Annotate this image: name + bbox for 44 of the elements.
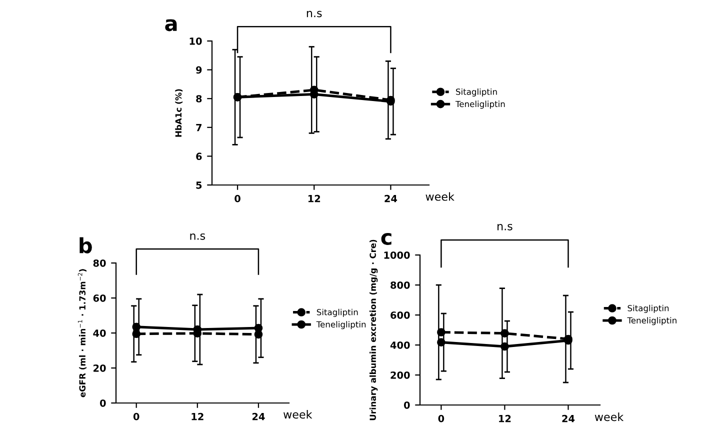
y-tick-label: 80 <box>93 259 106 267</box>
chart-title: a <box>165 19 177 32</box>
y-axis-title: eGFR (ml · min$^{−1}$ · 1.73m$^{−2}$) <box>78 269 86 398</box>
legend-label: Teneligliptin <box>316 321 366 330</box>
x-tick-label: 0 <box>234 194 240 202</box>
x-axis-title: week <box>594 412 624 422</box>
y-tick-label: 9 <box>196 66 202 74</box>
y-tick-label: 60 <box>93 294 106 302</box>
x-tick-label: 24 <box>252 412 265 420</box>
y-tick-label: 0 <box>100 399 106 407</box>
y-tick-label: 20 <box>94 364 106 372</box>
y-tick-label: 800 <box>390 281 410 289</box>
y-tick-label: 6 <box>196 152 202 160</box>
text: n.s <box>190 233 206 240</box>
text: n.s <box>498 224 512 230</box>
x-axis-title: week <box>284 410 312 419</box>
x-tick-label: 24 <box>562 414 575 422</box>
y-axis-title: HbA1c (%) <box>175 89 183 137</box>
y-tick-label: 1000 <box>384 251 410 259</box>
y-tick-label: 7 <box>196 124 202 132</box>
y-tick-label: 200 <box>390 371 410 379</box>
x-axis-title: week <box>426 192 454 201</box>
y-tick-label: 0 <box>404 401 410 409</box>
x-tick-label: 12 <box>499 414 511 422</box>
text: n.s <box>306 10 322 18</box>
chart-title: c <box>381 233 392 245</box>
x-tick-label: 0 <box>133 412 140 420</box>
x-tick-label: 24 <box>384 194 398 202</box>
legend-label: Teneligliptin <box>455 100 505 109</box>
y-axis-title: Urinary albumin excretion (mg/g · Cre) <box>370 240 378 420</box>
legend-label: Sitagliptin <box>316 308 358 317</box>
y-tick-label: 10 <box>190 37 202 45</box>
legend-label: Sitagliptin <box>628 304 669 313</box>
y-tick-label: 40 <box>93 329 106 337</box>
x-tick-label: 12 <box>308 194 320 202</box>
y-tick-label: 400 <box>390 341 410 349</box>
y-tick-label: 600 <box>390 311 410 319</box>
legend-label: Teneligliptin <box>627 317 676 326</box>
chart-title: b <box>80 237 92 254</box>
y-tick-label: 5 <box>196 182 202 189</box>
y-tick-label: 8 <box>196 95 202 102</box>
x-tick-label: 0 <box>438 414 444 422</box>
legend-label: Sitagliptin <box>456 88 497 97</box>
x-tick-label: 12 <box>192 412 204 420</box>
